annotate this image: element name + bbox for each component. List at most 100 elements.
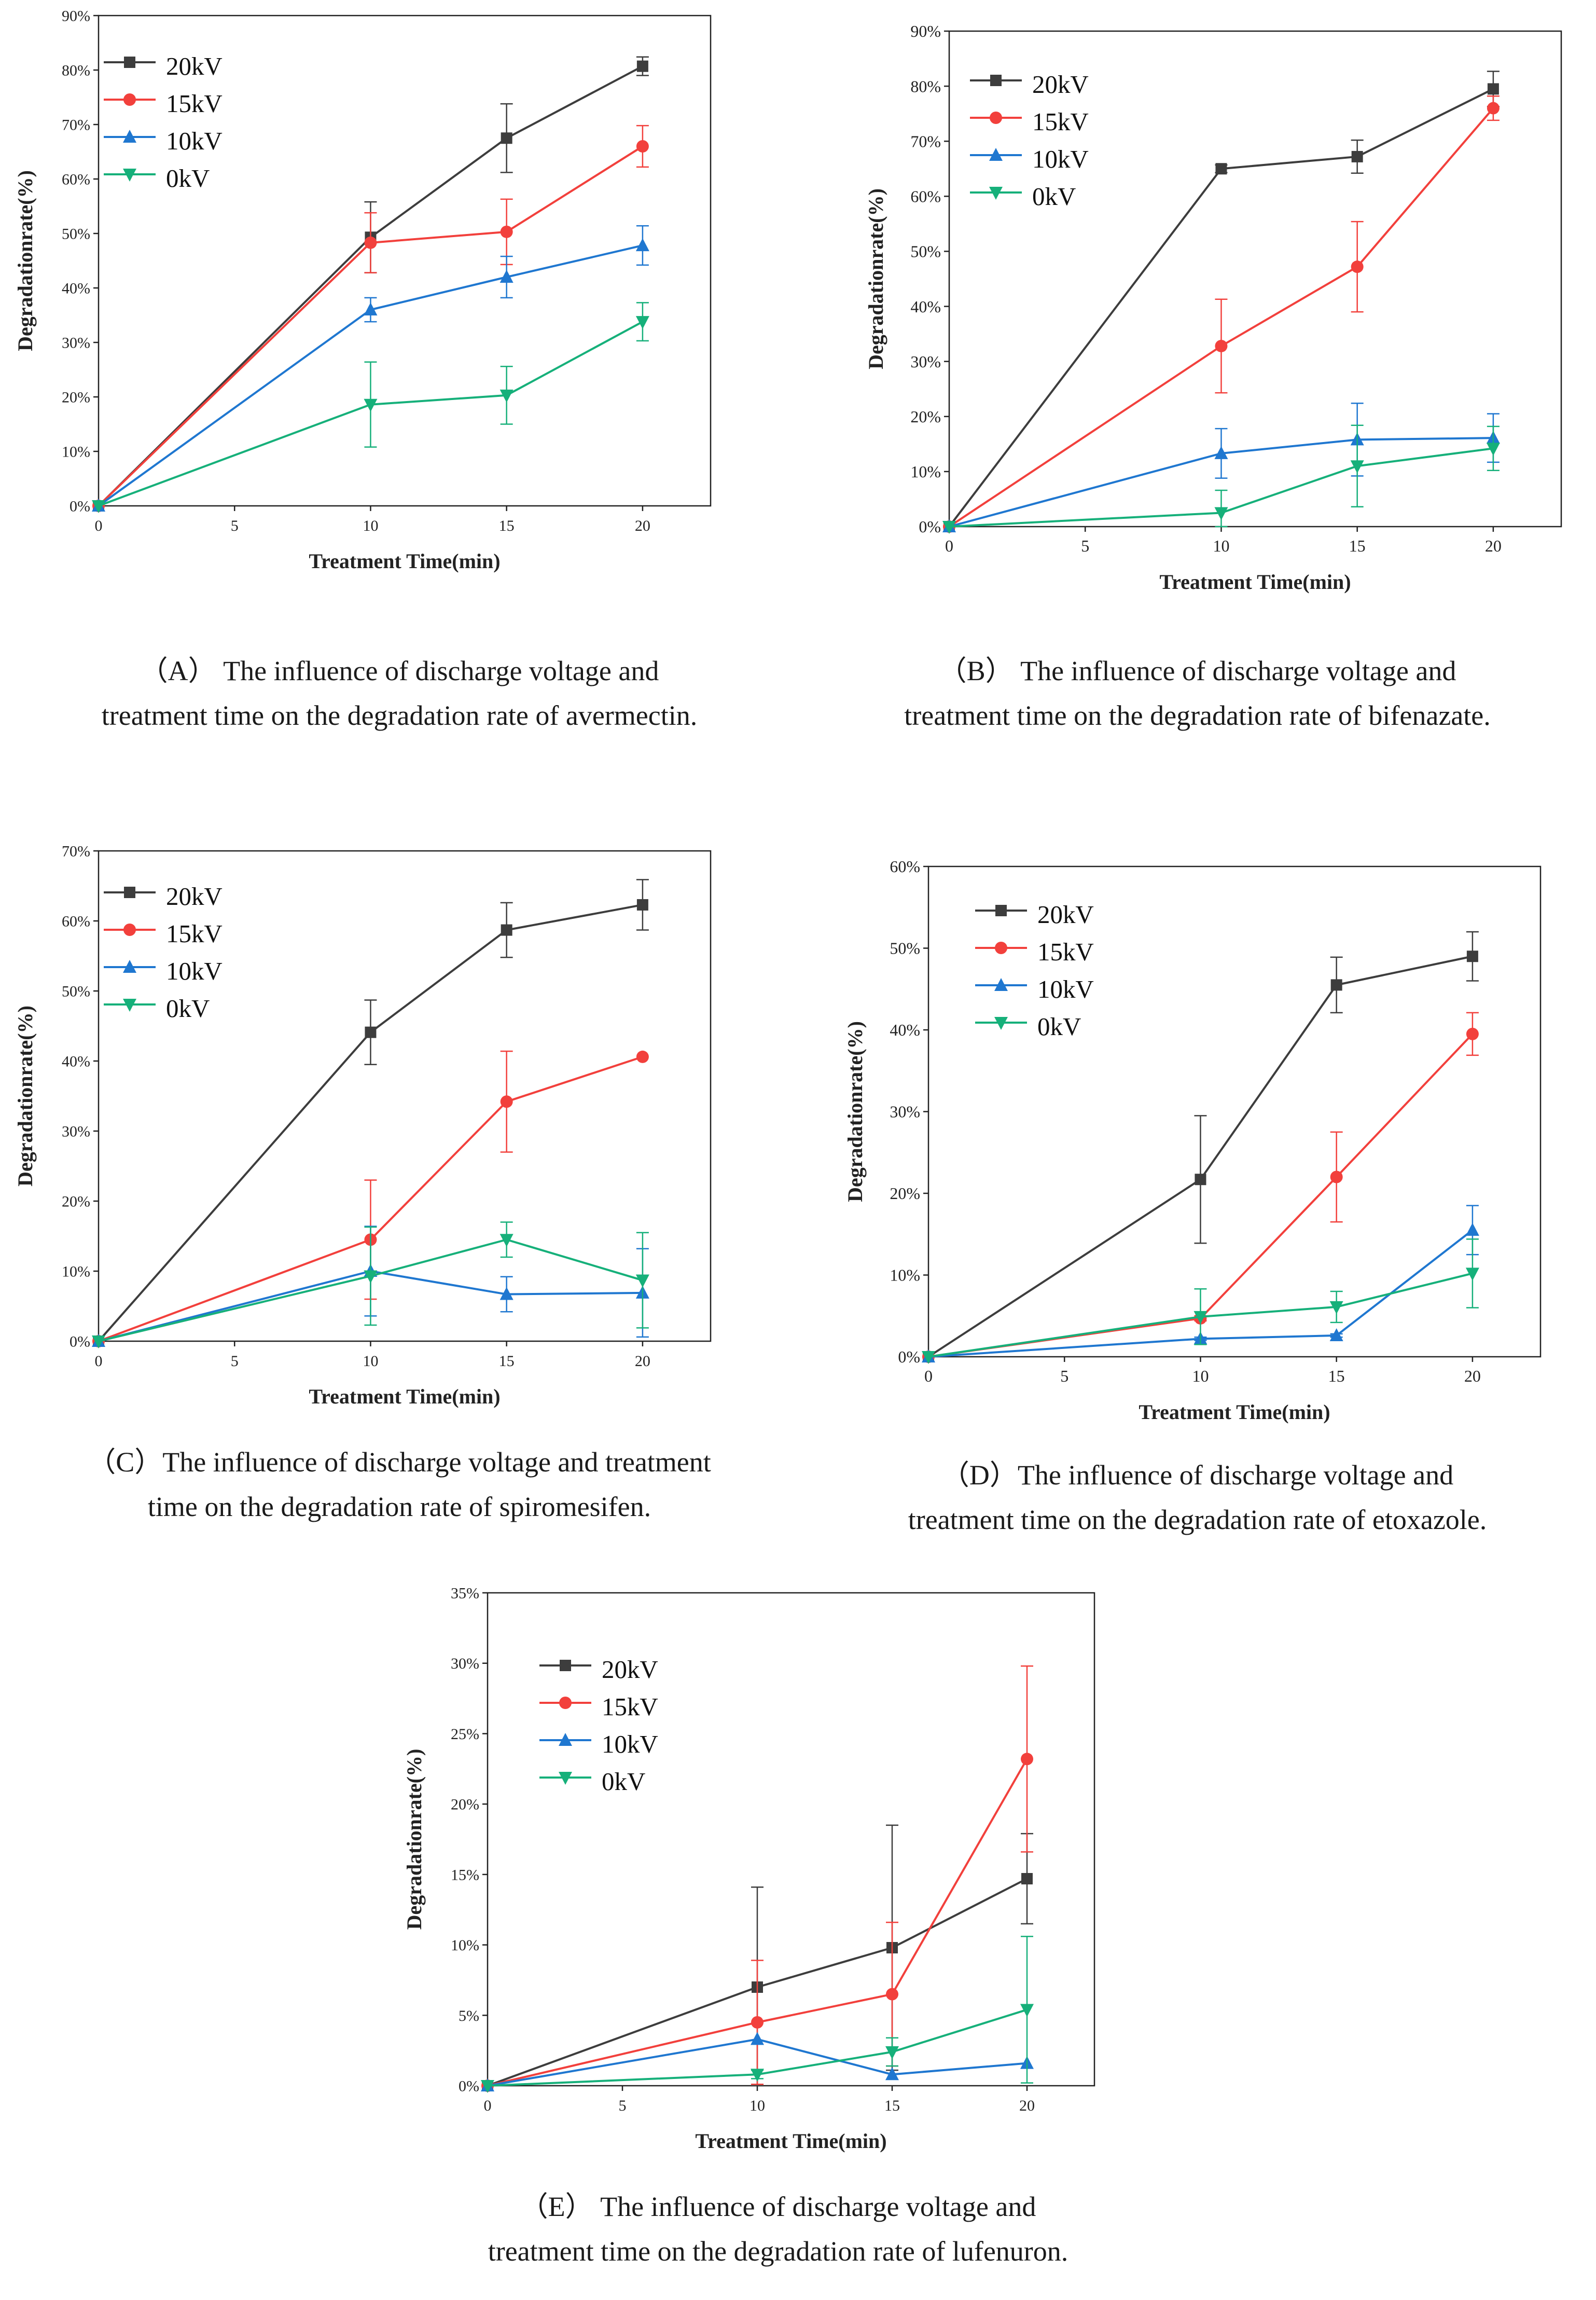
- x-tick-label: 20: [635, 1353, 650, 1370]
- caption-e-line-2: treatment time on the degradation rate o…: [488, 2236, 1068, 2267]
- x-tick-label: 20: [1464, 1367, 1481, 1385]
- data-point-20kV: [1330, 979, 1342, 991]
- legend-label: 10kV: [1037, 975, 1094, 1003]
- plot-frame: [98, 850, 712, 1342]
- legend-item-15kV: 15kV: [104, 919, 223, 948]
- legend-marker: [995, 905, 1007, 916]
- legend-marker: [123, 960, 136, 973]
- legend-marker: [559, 1733, 572, 1746]
- data-point-20kV: [1021, 1873, 1033, 1884]
- plot-frame: [948, 30, 1562, 528]
- y-tick-label: 70%: [62, 843, 90, 860]
- legend-item-20kV: 20kV: [104, 52, 223, 80]
- data-point-10kV: [751, 2032, 764, 2045]
- data-point-20kV: [501, 924, 512, 936]
- y-tick-label: 70%: [62, 117, 90, 134]
- legend-label: 10kV: [166, 957, 223, 985]
- series-15kV: [943, 95, 1500, 533]
- y-tick-label: 0%: [70, 1333, 90, 1351]
- series-line-15kV: [948, 107, 1494, 528]
- panel-c: 0 5 10 15 20 0% 10% 20% 30% 40% 50% 60% 70% Treatment…: [0, 809, 799, 1546]
- series-line-10kV: [928, 1229, 1474, 1358]
- data-point-10kV: [499, 1287, 514, 1300]
- data-point-15kV: [886, 1988, 898, 2001]
- panel-a: 0 5 10 15 20 0% 10% 20% 30% 40% 50% 60% 70% 80% 90% Tre…: [0, 0, 799, 758]
- chart-a: 0 5 10 15 20 0% 10% 20% 30% 40% 50% 60% 70% 80% 90% Tre…: [13, 8, 712, 573]
- x-tick-label: 10: [1192, 1367, 1209, 1385]
- legend-label: 15kV: [166, 89, 223, 118]
- data-point-0kV: [1486, 443, 1500, 456]
- legend-marker: [559, 1772, 572, 1785]
- legend-item-10kV: 10kV: [975, 975, 1094, 1003]
- data-point-15kV: [1487, 102, 1500, 115]
- x-tick-label: 5: [1081, 536, 1089, 555]
- chart-d: 0 5 10 15 20 0% 10% 20% 30% 40% 50% 60% Treatment Ti…: [843, 857, 1542, 1424]
- legend-marker: [989, 148, 1003, 161]
- caption-c: （C）The influence of discharge voltage an…: [0, 1440, 799, 1529]
- series-15kV: [481, 1665, 1033, 2092]
- data-point-0kV: [635, 316, 649, 329]
- legend-marker: [990, 75, 1002, 86]
- data-point-10kV: [885, 2067, 899, 2081]
- data-point-0kV: [481, 2080, 494, 2093]
- caption-b-line-1: （B） The influence of discharge voltage a…: [938, 655, 1456, 686]
- legend-marker: [990, 112, 1002, 124]
- series-line-15kV: [98, 1056, 643, 1342]
- data-point-15kV: [500, 225, 513, 238]
- data-point-15kV: [636, 140, 649, 153]
- data-point-20kV: [1466, 951, 1478, 962]
- x-tick-label: 10: [750, 2097, 765, 2114]
- x-tick-label: 20: [1019, 2097, 1035, 2114]
- data-point-0kV: [364, 1270, 378, 1284]
- plot-frame: [487, 1592, 1095, 2087]
- legend-item-10kV: 10kV: [539, 1730, 658, 1758]
- series-0kV: [481, 1936, 1034, 2093]
- x-tick-label: 10: [363, 517, 378, 534]
- y-tick-label: 40%: [62, 1053, 90, 1070]
- legend-marker: [560, 1660, 571, 1671]
- y-tick-label: 50%: [62, 983, 90, 1000]
- data-point-15kV: [364, 236, 377, 249]
- data-point-15kV: [1215, 339, 1228, 352]
- data-point-0kV: [922, 1351, 935, 1364]
- x-axis-label: Treatment Time(min): [1139, 1400, 1330, 1424]
- legend: 20kV 15kV 10kV 0kV: [104, 882, 223, 1023]
- x-tick-label: 0: [95, 1353, 103, 1370]
- legend-marker: [995, 942, 1007, 954]
- panel-d: 0 5 10 15 20 0% 10% 20% 30% 40% 50% 60% Treatment Ti…: [799, 809, 1596, 1546]
- x-tick-label: 10: [363, 1353, 378, 1370]
- y-axis-label: Degradationrate(%): [864, 188, 887, 369]
- x-tick-label: 0: [95, 517, 103, 534]
- legend-label: 0kV: [1037, 1012, 1081, 1041]
- data-point-20kV: [636, 60, 648, 72]
- y-tick-label: 40%: [62, 280, 90, 297]
- y-tick-label: 30%: [62, 1123, 90, 1140]
- y-tick-label: 10%: [910, 462, 941, 481]
- legend-label: 10kV: [602, 1730, 658, 1758]
- caption-a-line-1: （A） The influence of discharge voltage a…: [140, 655, 659, 686]
- series-15kV: [92, 125, 649, 512]
- series-0kV: [942, 424, 1500, 534]
- legend-marker: [124, 57, 135, 68]
- y-tick-label: 20%: [62, 1193, 90, 1210]
- data-point-10kV: [1465, 1222, 1479, 1236]
- legend-label: 20kV: [1037, 900, 1094, 929]
- caption-d-line-1: （D）The influence of discharge voltage an…: [941, 1459, 1454, 1491]
- x-tick-label: 15: [1328, 1367, 1345, 1385]
- y-axis-label: Degradationrate(%): [13, 170, 37, 351]
- legend-marker: [123, 130, 136, 143]
- caption-e-line-1: （E） The influence of discharge voltage a…: [520, 2191, 1036, 2222]
- y-axis-label: Degradationrate(%): [13, 1006, 37, 1187]
- x-tick-label: 10: [1213, 536, 1229, 555]
- data-point-0kV: [92, 500, 105, 513]
- legend-label: 15kV: [1037, 938, 1094, 966]
- data-point-0kV: [1020, 2004, 1034, 2017]
- caption-e: （E） The influence of discharge voltage a…: [394, 2184, 1162, 2274]
- series-line-10kV: [487, 2038, 1028, 2087]
- series-line-20kV: [948, 88, 1494, 528]
- y-tick-label: 20%: [62, 389, 90, 406]
- legend-marker: [994, 1017, 1008, 1030]
- chart-b: 0 5 10 15 20 0% 10% 20% 30% 40% 50% 60% 70% 80% 90% Tre…: [864, 22, 1562, 594]
- legend: 20kV 15kV 10kV 0kV: [975, 900, 1094, 1041]
- x-tick-label: 15: [1349, 536, 1366, 555]
